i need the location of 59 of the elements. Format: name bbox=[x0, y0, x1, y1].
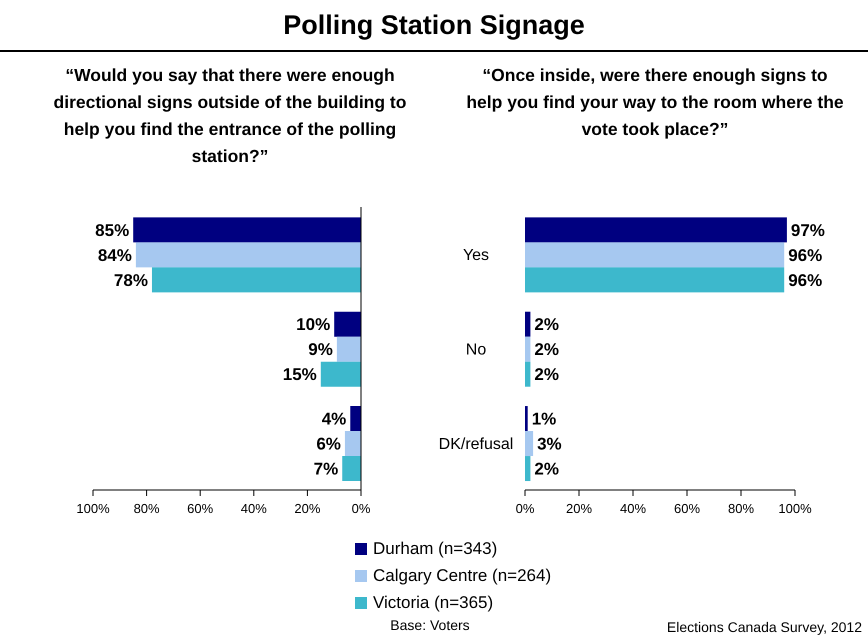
bar bbox=[320, 362, 361, 387]
bar bbox=[525, 217, 787, 242]
legend-label: Calgary Centre (n=264) bbox=[373, 566, 552, 586]
x-tick-label: 60% bbox=[674, 501, 700, 516]
bar bbox=[342, 456, 361, 482]
bar bbox=[334, 312, 361, 337]
bar bbox=[525, 431, 534, 456]
data-label: 9% bbox=[308, 340, 333, 360]
chart-subtitle: “Once inside, were there enough signs to help you find your way to the room where the vote took place?” bbox=[465, 64, 845, 141]
x-tick-label: 80% bbox=[728, 501, 754, 516]
data-label: 1% bbox=[532, 410, 556, 429]
data-label: 2% bbox=[534, 460, 559, 479]
legend-label: Durham (n=343) bbox=[373, 538, 498, 558]
x-tick-label: 20% bbox=[294, 501, 321, 516]
bar bbox=[525, 336, 530, 362]
bar bbox=[525, 456, 530, 482]
text: Elections Canada Survey, 2012 bbox=[666, 619, 862, 635]
y-tick-label: DK/refusal bbox=[438, 436, 514, 453]
x-tick-label: 100% bbox=[76, 501, 110, 516]
y-tick-label: No bbox=[466, 342, 486, 358]
x-tick-label: 0% bbox=[352, 501, 371, 516]
bar bbox=[350, 406, 361, 432]
data-label: 2% bbox=[534, 315, 559, 334]
data-label: 85% bbox=[95, 220, 130, 240]
x-tick-label: 80% bbox=[134, 501, 160, 516]
text: Polling Station Signage bbox=[282, 10, 586, 41]
data-label: 97% bbox=[790, 220, 825, 240]
data-label: 96% bbox=[788, 270, 822, 290]
data-label: 96% bbox=[788, 246, 822, 265]
x-tick-label: 60% bbox=[187, 501, 214, 516]
bar bbox=[525, 362, 530, 387]
data-label: 7% bbox=[314, 460, 338, 479]
text: Base: Voters bbox=[389, 617, 471, 633]
data-label: 78% bbox=[114, 270, 148, 290]
bar bbox=[525, 267, 784, 292]
data-label: 15% bbox=[282, 365, 317, 384]
legend-label: Victoria (n=365) bbox=[373, 592, 494, 612]
bar bbox=[525, 406, 528, 432]
data-label: 3% bbox=[537, 434, 562, 454]
x-tick-label: 20% bbox=[566, 501, 592, 516]
bar bbox=[336, 336, 361, 362]
data-label: 84% bbox=[98, 246, 132, 265]
bar bbox=[525, 242, 784, 268]
bar bbox=[136, 242, 361, 268]
bar bbox=[133, 217, 361, 242]
data-label: 10% bbox=[296, 315, 330, 334]
chart-subtitle: “Would you say that there were enough directional signs outside of the building to help you find the entrance of the polling station?” bbox=[52, 64, 408, 168]
x-tick-label: 40% bbox=[620, 501, 646, 516]
y-tick-label: Yes bbox=[462, 247, 490, 264]
data-label: 4% bbox=[322, 410, 346, 429]
x-tick-label: 100% bbox=[778, 501, 812, 516]
data-label: 2% bbox=[534, 340, 559, 360]
bar bbox=[344, 431, 361, 456]
data-label: 2% bbox=[534, 365, 559, 384]
x-tick-label: 0% bbox=[516, 501, 535, 516]
bar bbox=[152, 267, 361, 292]
x-tick-label: 40% bbox=[240, 501, 268, 516]
bar bbox=[525, 312, 530, 337]
data-label: 6% bbox=[316, 434, 341, 454]
